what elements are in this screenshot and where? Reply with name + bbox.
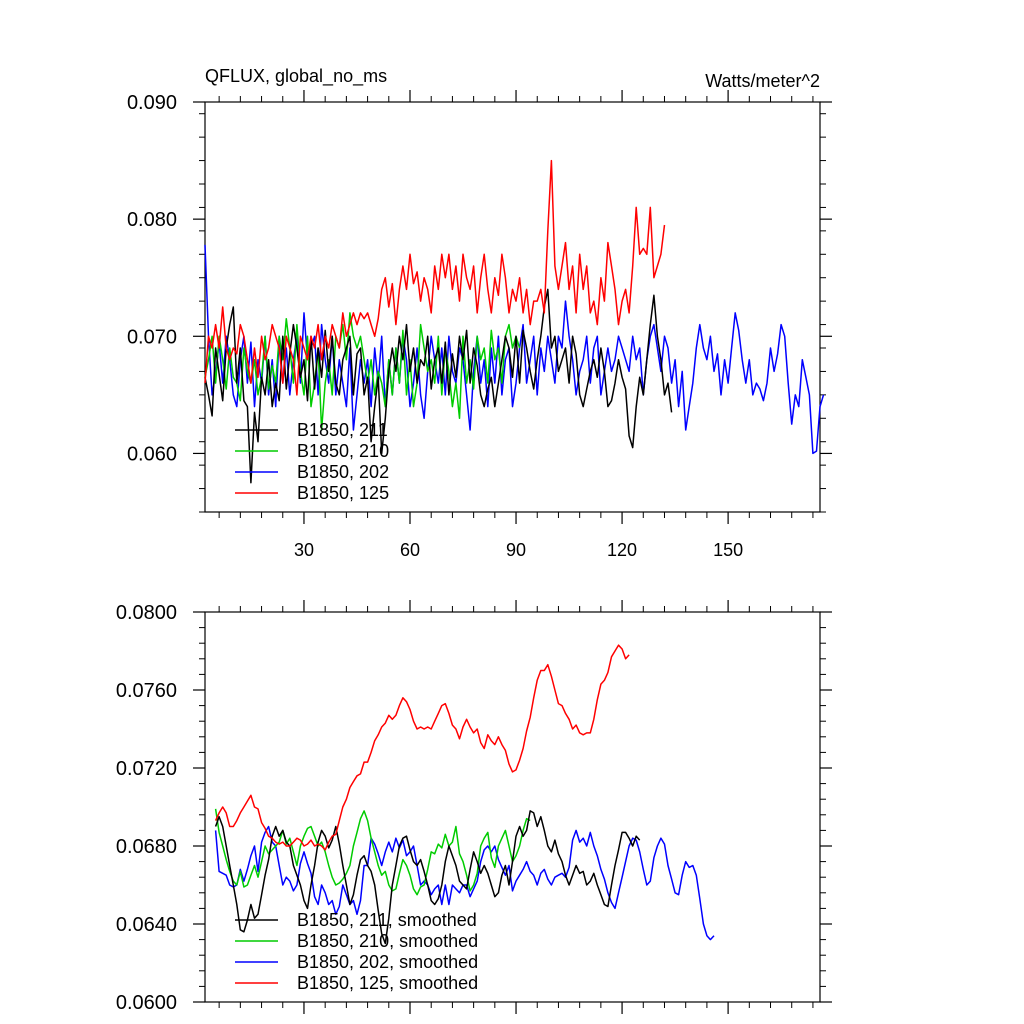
top-legend-label-b1850-210: B1850, 210: [297, 441, 389, 461]
top-series-line-b1850-210: [204, 312, 521, 431]
bottom-series-line-b1850-125-smoothed: [214, 644, 630, 851]
top-legend-label-b1850-202: B1850, 202: [297, 462, 389, 482]
top-x-tick-label-60: 60: [400, 540, 420, 560]
bottom-y-tick-label-0-0800: 0.0800: [116, 602, 177, 624]
bottom-plot-frame: [204, 611, 821, 1003]
top-legend-label-b1850-125: B1850, 125: [297, 483, 389, 503]
top-legend-label-b1850-211: B1850, 211: [297, 420, 388, 440]
bottom-series-lines: [214, 644, 715, 945]
top-chart-panel: QFLUX, global_no_ms Watts/meter^2 30 60 90…: [127, 66, 832, 560]
top-y-tick-label-0-070: 0.070: [127, 326, 177, 348]
bottom-y-tick-label-0-0640: 0.0640: [116, 914, 177, 936]
top-y-tick-label-0-080: 0.080: [127, 209, 177, 231]
bottom-legend-label-b1850-202-smoothed: B1850, 202, smoothed: [297, 952, 478, 972]
units-label: Watts/meter^2: [705, 71, 820, 91]
bottom-series-line-b1850-211-smoothed: [214, 810, 641, 945]
top-series-lines: [204, 159, 825, 484]
top-series-line-b1850-211: [204, 288, 673, 484]
bottom-legend-label-b1850-125-smoothed: B1850, 125, smoothed: [297, 973, 478, 993]
bottom-legend-label-b1850-211-smoothed: B1850, 211, smoothed: [297, 910, 477, 930]
top-x-tick-label-30: 30: [294, 540, 314, 560]
chart-title: QFLUX, global_no_ms: [205, 66, 387, 87]
bottom-y-tick-label-0-0600: 0.0600: [116, 992, 177, 1014]
bottom-y-tick-label-0-0760: 0.0760: [116, 680, 177, 702]
bottom-y-tick-label-0-0680: 0.0680: [116, 836, 177, 858]
bottom-y-tick-label-0-0720: 0.0720: [116, 758, 177, 780]
top-axis-ticks: 30 60 90 120 150 0.060 0.070 0.080 0.090: [127, 90, 832, 560]
top-x-tick-label-150: 150: [713, 540, 743, 560]
bottom-chart-panel: 0.0600 0.0640 0.0680 0.0720 0.0760 0.0800 B18…: [116, 600, 832, 1014]
bottom-legend-label-b1850-210-smoothed: B1850, 210, smoothed: [297, 931, 478, 951]
top-x-tick-label-120: 120: [607, 540, 637, 560]
top-y-tick-label-0-060: 0.060: [127, 443, 177, 465]
bottom-series-line-b1850-210-smoothed: [214, 808, 531, 896]
top-series-line-b1850-125: [204, 159, 666, 396]
top-x-tick-label-90: 90: [506, 540, 526, 560]
bottom-axis-ticks: 0.0600 0.0640 0.0680 0.0720 0.0760 0.0800: [116, 600, 832, 1014]
top-y-tick-label-0-090: 0.090: [127, 92, 177, 114]
top-plot-frame: [204, 101, 821, 513]
